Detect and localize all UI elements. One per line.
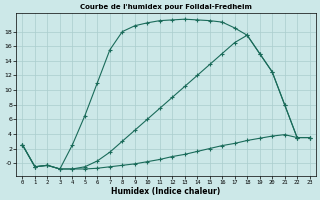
X-axis label: Humidex (Indice chaleur): Humidex (Indice chaleur): [111, 187, 221, 196]
Title: Courbe de l'humidex pour Folldal-Fredheim: Courbe de l'humidex pour Folldal-Fredhei…: [80, 4, 252, 10]
